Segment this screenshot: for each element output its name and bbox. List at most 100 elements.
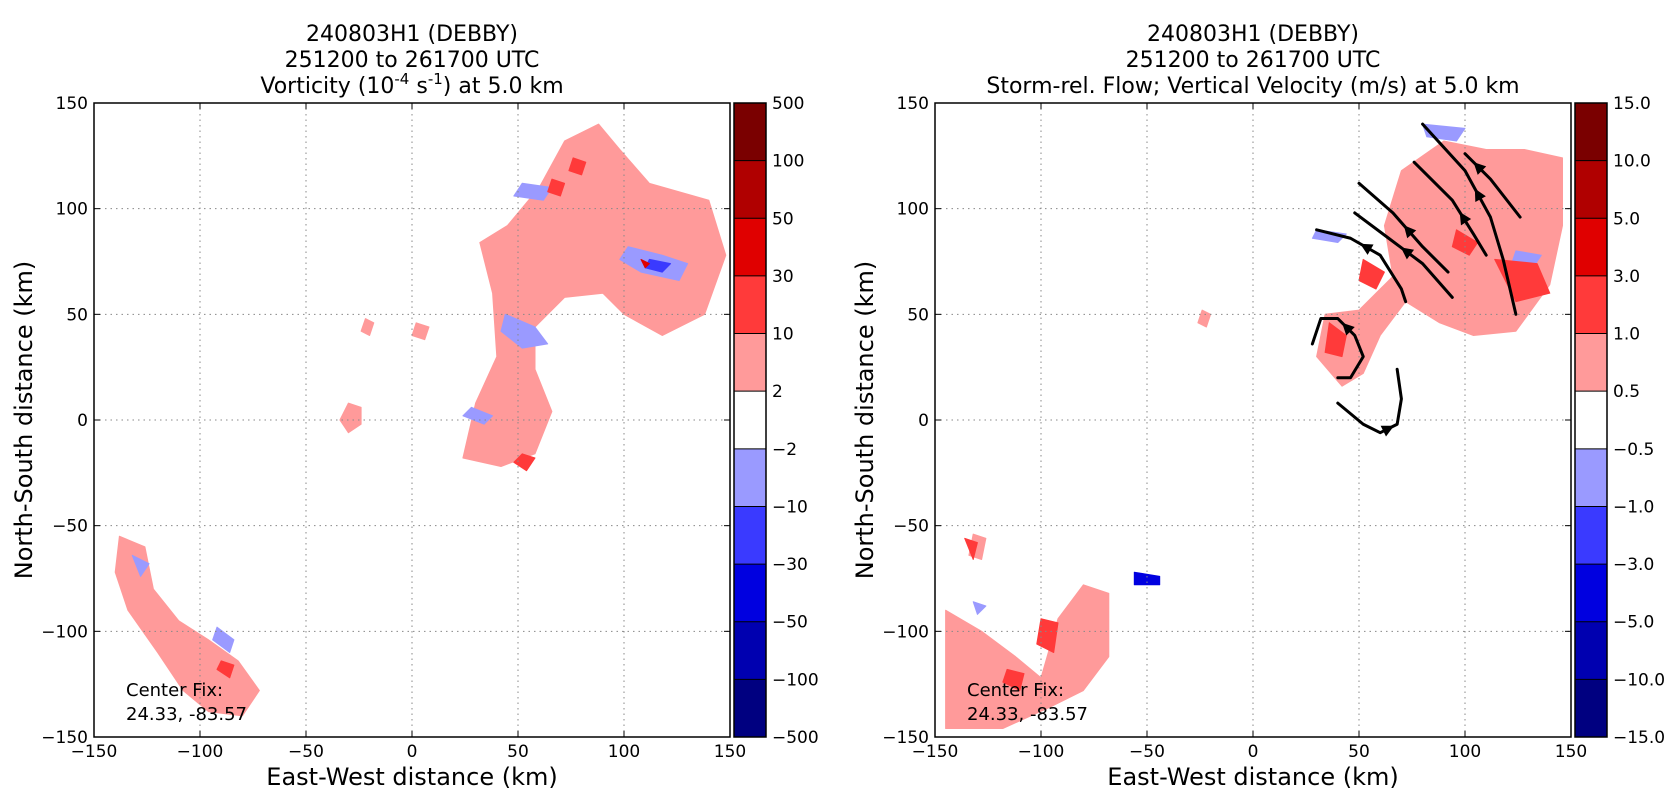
center-fix-coords: 24.33, -83.57	[126, 704, 247, 725]
contour-region-pos2	[964, 537, 978, 560]
chart-title-field: Vorticity (10-4 s-1) at 5.0 km	[260, 70, 563, 99]
y-tick-label: 150	[56, 94, 88, 114]
streamline-arrow	[1360, 243, 1374, 255]
colorbar-swatch	[734, 160, 766, 219]
colorbar: 500 100 50 30 10 2 −2 −10 −30 −50 −100 −500	[733, 94, 819, 748]
streamline	[1315, 228, 1408, 304]
streamline-arrow	[1380, 425, 1395, 437]
streamlines	[1310, 122, 1522, 437]
contour-region-pos2	[568, 157, 587, 176]
chart-title-line: 240803H1 (DEBBY)	[1147, 22, 1359, 47]
colorbar-label: −10.0	[1613, 670, 1665, 690]
y-tick-label: 150	[897, 94, 929, 114]
contour-region-neg1	[513, 182, 553, 201]
colorbar-swatch	[1575, 160, 1607, 219]
colorbar-swatch	[734, 275, 766, 335]
colorbar-swatch	[1575, 621, 1607, 680]
streamline-arrow	[1342, 322, 1355, 336]
x-tick-label: −100	[177, 742, 224, 762]
colorbar: 15.0 10.0 5.0 3.0 1.0 0.5 −0.5 −1.0 −3.0 −5.0 −10.…	[1574, 94, 1665, 748]
colorbar-frame	[733, 102, 767, 738]
colorbar-label: −1.0	[1613, 497, 1654, 517]
streamline-arrow	[1473, 162, 1487, 175]
contour-region-pos1	[339, 402, 362, 434]
colorbar-label: −10	[772, 497, 808, 517]
x-tick-label: 150	[1555, 742, 1587, 762]
colorbar-swatch	[734, 103, 766, 162]
contour-region-pos2	[1451, 229, 1479, 256]
x-tick-label: 100	[1449, 742, 1481, 762]
title-exponent: -4	[394, 70, 409, 88]
x-tick-label: 50	[507, 742, 529, 762]
colorbar-label: −5.0	[1613, 613, 1654, 633]
contour-region-pos1	[411, 322, 430, 341]
y-axis-label: North-South distance (km)	[10, 261, 38, 580]
chart-1: 240803H1 (DEBBY)251200 to 261700 UTCVort…	[10, 22, 819, 791]
colorbar-swatch	[1575, 564, 1607, 623]
colorbar-label: −3.0	[1613, 555, 1654, 575]
colorbar-label: −50	[772, 613, 808, 633]
contour-region-pos1	[462, 123, 727, 467]
y-tick-label: 0	[77, 411, 88, 431]
contour-region-pos2	[547, 178, 566, 197]
colorbar-label: 5.0	[1613, 209, 1640, 229]
contour-region-neg3	[1133, 571, 1161, 586]
contour-region-pos1	[1197, 309, 1212, 328]
x-axis-label: East-West distance (km)	[266, 763, 557, 791]
colorbar-swatch	[1575, 506, 1607, 565]
contour-region-neg1	[500, 313, 549, 349]
colorbar-swatch	[734, 333, 766, 392]
contour-region-pos2	[1036, 618, 1059, 653]
contour-region-pos2	[216, 660, 235, 679]
streamline	[1310, 317, 1365, 380]
colorbar-swatch	[1575, 448, 1607, 507]
center-fix-coords: 24.33, -83.57	[967, 704, 1088, 725]
colorbar-swatch	[1575, 218, 1607, 277]
colorbar-label: 500	[772, 94, 804, 114]
colorbar-label: −15.0	[1613, 728, 1665, 748]
x-axis-label: East-West distance (km)	[1107, 763, 1398, 791]
x-tick-label: 100	[608, 742, 640, 762]
x-tick-label: 0	[407, 742, 418, 762]
colorbar-label: −500	[772, 728, 819, 748]
chart-title-line: Storm-rel. Flow; Vertical Velocity (m/s)…	[986, 74, 1519, 99]
field-regions	[114, 123, 727, 717]
colorbar-label: −30	[772, 555, 808, 575]
x-tick-label: −150	[912, 742, 959, 762]
x-tick-label: 50	[1348, 742, 1370, 762]
colorbar-swatch	[734, 218, 766, 277]
contour-region-pos1	[945, 584, 1110, 729]
colorbar-label: 30	[772, 267, 794, 287]
colorbar-label: 0.5	[1613, 382, 1640, 402]
colorbar-swatch	[734, 621, 766, 680]
y-tick-label: 100	[897, 200, 929, 220]
title-text: Vorticity (10	[260, 74, 394, 99]
streamline-arrow	[1459, 212, 1472, 226]
title-exponent: -1	[428, 70, 443, 88]
contour-region-pos1	[360, 318, 375, 336]
center-fix-label: Center Fix:	[126, 680, 223, 701]
chart-title-line: 251200 to 261700 UTC	[1126, 48, 1381, 73]
colorbar-swatch	[734, 506, 766, 565]
x-tick-label: −50	[288, 742, 324, 762]
y-tick-label: 50	[907, 305, 929, 325]
streamline-arrow	[1403, 225, 1417, 239]
contour-region-pos3	[640, 258, 650, 269]
streamline-arrow	[1474, 188, 1486, 203]
x-tick-label: 0	[1248, 742, 1259, 762]
y-tick-label: −150	[41, 728, 88, 748]
colorbar-label: −2	[772, 440, 797, 460]
x-tick-label: −50	[1129, 742, 1165, 762]
contour-region-pos2	[1002, 668, 1025, 691]
colorbar-label: 10	[772, 325, 794, 345]
colorbar-label: 10.0	[1613, 152, 1651, 172]
title-text: ) at 5.0 km	[443, 74, 564, 99]
center-fix-label: Center Fix:	[967, 680, 1064, 701]
title-text: s	[409, 74, 427, 99]
colorbar-label: −0.5	[1613, 440, 1654, 460]
contour-region-neg1	[972, 601, 987, 615]
colorbar-swatch	[1575, 679, 1607, 738]
contour-region-neg1	[212, 626, 235, 653]
x-tick-label: 150	[714, 742, 746, 762]
